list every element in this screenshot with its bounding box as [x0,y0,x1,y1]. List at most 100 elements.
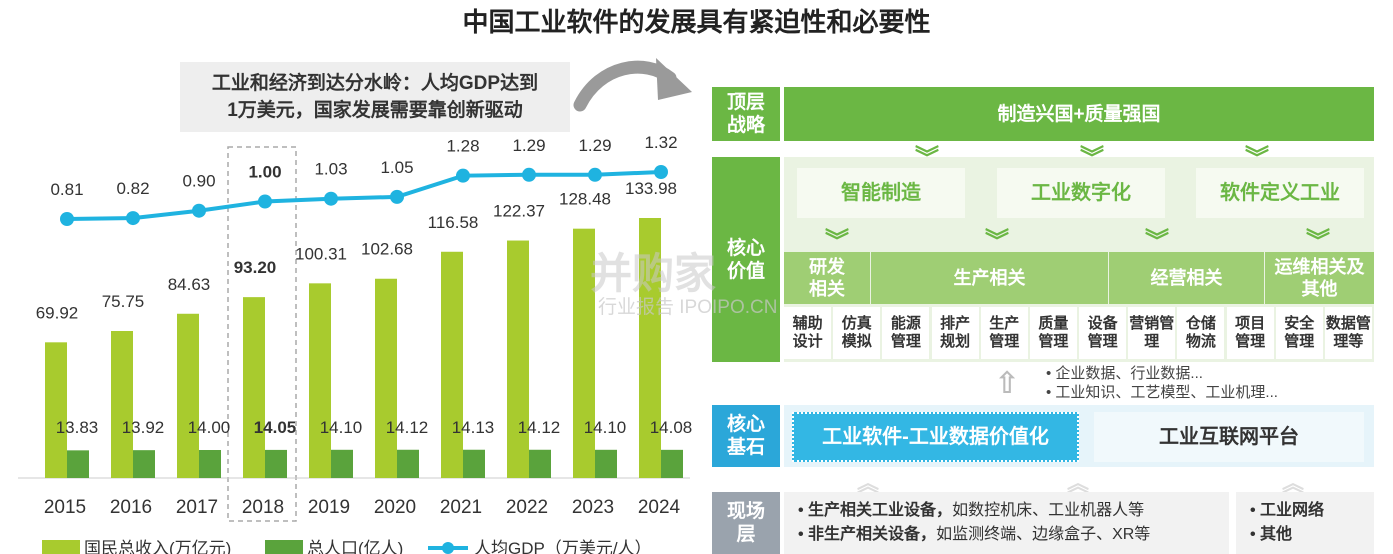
x-tick-2018: 2018 [242,497,284,518]
field-item-2: • 非生产相关设备，如监测终端、边缘盒子、XR等 [798,523,1150,547]
label-gdp-2024: 1.32 [644,133,677,152]
bar-population-2020 [397,449,419,478]
label-gni-2016: 75.75 [102,292,145,311]
bar-population-2017 [199,450,221,478]
label-population-2016: 13.92 [122,418,165,437]
chevron-up-icon: ︽ [856,471,879,496]
label-population-2021: 14.13 [452,418,495,437]
x-tick-2015: 2015 [44,497,86,518]
label-population-2023: 14.10 [584,418,627,437]
curved-arrow-icon [573,58,692,112]
bar-gni-2021 [441,251,463,478]
up-arrow-icon: ⇧ [994,366,1020,400]
legend-label-population: 总人口(亿人) [307,539,403,554]
item-1: 辅助 设计 [784,307,832,359]
pillar-1: 智能制造 [797,168,965,218]
x-tick-2019: 2019 [308,497,350,518]
item-2: 仿真 模拟 [833,307,881,359]
bar-population-2018 [265,449,287,478]
field-layer-right: • 工业网络 • 其他 [1236,492,1374,554]
pillar-2: 工业数字化 [997,168,1165,218]
watermark-logo: 并购家 [590,250,717,297]
core-foundation-label: 核心 基石 [712,405,780,467]
bar-population-2023 [595,449,617,478]
x-tick-2021: 2021 [440,497,482,518]
bar-population-2021 [463,449,485,478]
chevron-down-icon: ︾ [825,227,849,255]
point-gdp-2023 [588,167,602,182]
legend-label-gdp: 人均GDP（万美元/人） [474,539,652,554]
label-population-2015: 13.83 [56,418,99,437]
label-gdp-2019: 1.03 [314,160,347,179]
field-layer-left: • 生产相关工业设备，如数控机床、工业机器人等 • 非生产相关设备，如监测终端、边… [784,492,1229,554]
point-gdp-2018 [258,194,272,209]
bar-gni-2018 [243,297,265,478]
group-4: 运维相关及 其他 [1265,252,1374,304]
x-tick-2017: 2017 [176,497,218,518]
group-2: 生产相关 [871,252,1108,304]
callout-box: 工业和经济到达分水岭：人均GDP达到 1万美元，国家发展需要靠创新驱动 [180,62,570,132]
x-tick-2016: 2016 [110,497,152,518]
item-7: 设备 管理 [1079,307,1127,359]
pillar-3: 软件定义工业 [1196,168,1364,218]
point-gdp-2020 [390,189,404,204]
label-gni-2024: 133.98 [625,179,677,198]
top-strategy-content: 制造兴国+质量强国 [784,87,1374,141]
label-gdp-2017: 0.90 [182,172,215,191]
top-strategy-label: 顶层 战略 [712,87,780,141]
core-value-label: 核心 价值 [712,157,780,362]
bar-population-2016 [133,450,155,478]
foundation-industrial-software: 工业软件-工业数据价值化 [792,412,1079,462]
point-gdp-2016 [126,211,140,226]
point-gdp-2019 [324,191,338,206]
label-gdp-2016: 0.82 [116,179,149,198]
bar-gni-2017 [177,313,199,478]
label-gdp-2015: 0.81 [50,180,83,199]
label-population-2019: 14.10 [320,418,363,437]
x-tick-2020: 2020 [374,497,416,518]
legend-label-gni: 国民总收入(万亿元) [84,539,231,554]
chevron-down-icon: ︾ [1306,227,1330,255]
bar-gni-2016 [111,331,133,478]
bar-population-2015 [67,450,89,478]
label-gdp-2020: 1.05 [380,158,413,177]
label-gdp-2022: 1.29 [512,136,545,155]
point-gdp-2017 [192,203,206,218]
x-tick-2023: 2023 [572,497,614,518]
label-gni-2023: 128.48 [559,190,611,209]
label-gni-2019: 100.31 [295,244,347,263]
callout-line-2: 1万美元，国家发展需要靠创新驱动 [227,100,523,121]
field-right-item-1: • 工业网络 [1250,502,1325,519]
label-population-2022: 14.12 [518,418,561,437]
field-layer-label: 现场 层 [712,492,780,554]
label-gni-2015: 69.92 [36,303,79,322]
label-population-2017: 14.00 [188,418,231,437]
item-9: 仓储 物流 [1177,307,1225,359]
field-item-text: 如数控机床、工业机器人等 [952,502,1145,519]
label-gni-2020: 102.68 [361,240,413,259]
bar-gni-2023 [573,228,595,478]
item-6: 质量 管理 [1029,307,1077,359]
highlight-box [227,146,297,522]
chevron-down-icon: ︾ [1145,227,1169,255]
bar-population-2019 [331,449,353,478]
watermark-text: 行业报告 IPOIPO.CN [598,297,778,318]
bar-gni-2020 [375,278,397,478]
label-gni-2018: 93.20 [234,258,277,277]
point-gdp-2024 [654,165,668,179]
foundation-iiot-platform: 工业互联网平台 [1094,412,1364,462]
field-item-bold: • 非生产相关设备， [798,526,937,543]
legend-swatch-population [265,540,303,554]
chevron-up-icon: ︽ [1066,471,1089,496]
bar-population-2024 [661,449,683,478]
item-11: 安全 管理 [1275,307,1323,359]
item-5: 生产 管理 [980,307,1028,359]
chevron-down-icon: ︾ [985,227,1009,255]
point-gdp-2022 [522,167,536,182]
point-gdp-2021 [456,168,470,183]
callout-line-1: 工业和经济到达分水岭：人均GDP达到 [211,73,539,94]
field-right-item-2: • 其他 [1250,526,1293,543]
label-gni-2017: 84.63 [168,275,211,294]
bar-gni-2019 [309,283,331,478]
data-note-1: • 企业数据、行业数据... [1046,365,1203,382]
